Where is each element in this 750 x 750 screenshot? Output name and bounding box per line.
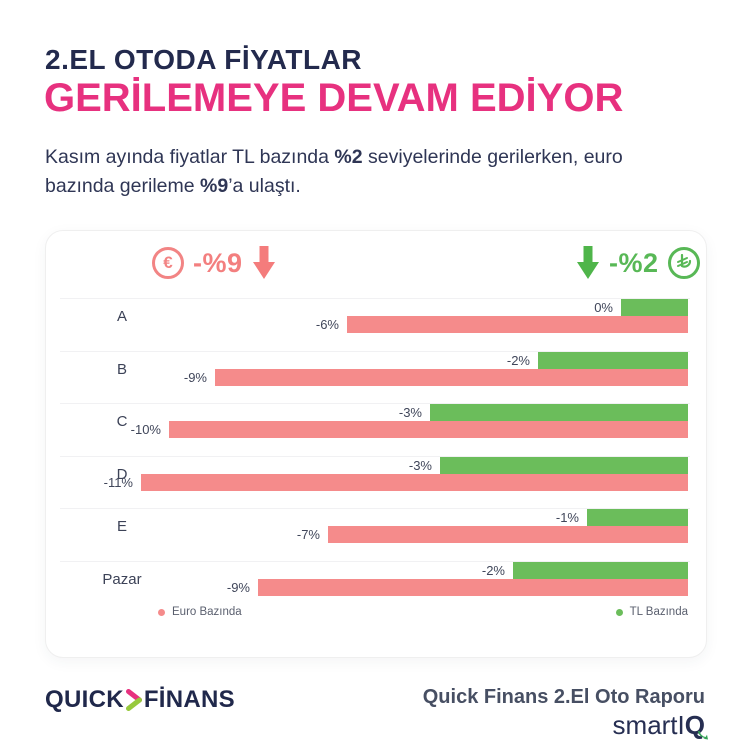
tl-value-label: -2% (506, 353, 530, 368)
chart-card: € -%9 -%2 A 0% -6% B -2% -9% C -3% - (45, 230, 707, 658)
row-gridline (60, 403, 690, 404)
tl-bar (587, 509, 688, 526)
euro-bar (215, 369, 688, 386)
smartiq-logo-q: Q (685, 710, 708, 741)
euro-bar (347, 316, 688, 333)
tl-bar (538, 352, 688, 369)
category-label: B (116, 361, 127, 378)
tl-value-label: -3% (398, 405, 422, 420)
euro-value-label: -6% (315, 317, 339, 332)
intro-text: ’a ulaştı. (228, 175, 301, 197)
tl-bar (621, 299, 688, 316)
report-title: Quick Finans 2.El Oto Raporu (422, 686, 705, 708)
category-label: C (116, 413, 128, 430)
legend-euro: Euro Bazında (158, 606, 242, 618)
tl-value-label: -3% (408, 458, 432, 473)
row-gridline (60, 456, 690, 457)
down-arrow-icon (577, 246, 599, 279)
quick-finans-logo: QUICK FİNANS (45, 686, 235, 714)
category-label: A (116, 308, 127, 325)
tl-change-highlight: %2 (334, 146, 363, 168)
row-gridline (60, 298, 690, 299)
tl-summary-badge: -%2 (576, 241, 700, 285)
euro-legend-dot-icon (158, 608, 165, 616)
tl-bar (440, 457, 688, 474)
smartiq-logo: smartI Q (612, 710, 708, 741)
legend-tl: TL Bazında (615, 606, 688, 618)
row-gridline (60, 508, 690, 509)
chevron-right-icon (125, 689, 142, 711)
row-gridline (60, 351, 690, 352)
euro-summary-value: -%9 (193, 247, 243, 278)
tl-bar (513, 562, 688, 579)
euro-value-label: -9% (226, 580, 250, 595)
intro-text: seviyelerinde gerilerken, euro bazında g… (45, 146, 623, 197)
tl-legend-dot-icon (615, 608, 623, 616)
legend-tl-label: TL Bazında (629, 606, 688, 618)
tl-summary-value: -%2 (609, 247, 659, 278)
euro-value-label: -11% (103, 475, 133, 490)
euro-value-label: -10% (130, 422, 161, 437)
euro-bar (328, 526, 688, 543)
row-gridline (60, 561, 690, 562)
euro-bar (141, 474, 688, 491)
euro-value-label: -9% (183, 370, 207, 385)
euro-circle-icon: € (152, 247, 184, 279)
green-swoosh-icon (698, 731, 708, 740)
quick-finans-logo-quick: QUICK (45, 686, 124, 713)
euro-change-highlight: %9 (200, 175, 229, 197)
legend-euro-label: Euro Bazında (172, 606, 242, 618)
category-label: Pazar (102, 571, 142, 588)
euro-bar (169, 421, 688, 438)
smartiq-logo-text: smartI (612, 710, 685, 740)
tl-value-label: 0% (594, 300, 613, 315)
tl-value-label: -1% (555, 510, 579, 525)
category-label: D (116, 466, 128, 483)
turkish-lira-circle-icon (667, 247, 700, 279)
page-title-line2: GERİLEMEYE DEVAM EDİYOR (44, 76, 624, 120)
page-title-line1: 2.EL OTODA FİYATLAR (45, 44, 363, 75)
tl-value-label: -2% (481, 563, 505, 578)
euro-bar (258, 579, 688, 596)
down-arrow-icon (252, 246, 275, 279)
euro-value-label: -7% (296, 527, 320, 542)
category-label: E (116, 518, 127, 535)
tl-bar (430, 404, 688, 421)
intro-text: Kasım ayında fiyatlar TL bazında (45, 146, 335, 168)
intro-paragraph: Kasım ayında fiyatlar TL bazında %2 sevi… (45, 143, 690, 201)
euro-summary-badge: € -%9 (152, 241, 276, 285)
quick-finans-logo-finans: FİNANS (143, 686, 235, 713)
